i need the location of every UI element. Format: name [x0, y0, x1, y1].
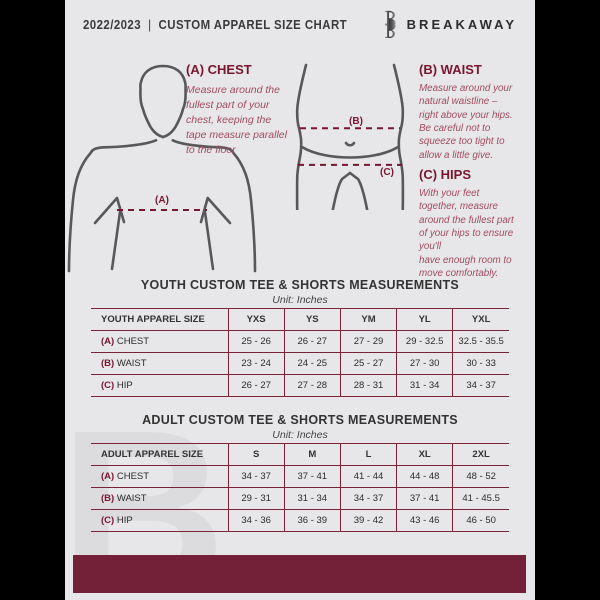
svg-text:(B): (B) [349, 116, 363, 127]
svg-text:(A): (A) [155, 195, 169, 206]
svg-text:(C): (C) [380, 167, 394, 178]
